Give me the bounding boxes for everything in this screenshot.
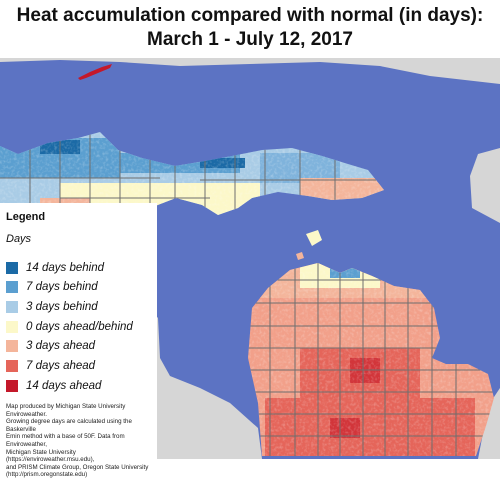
legend-label: 3 days behind	[26, 301, 98, 313]
legend-label: 14 days ahead	[26, 380, 102, 392]
legend-swatch	[6, 321, 18, 333]
beaver-island	[306, 230, 322, 246]
legend-label: 14 days behind	[26, 262, 105, 274]
legend-label: 0 days ahead/behind	[26, 321, 133, 333]
credit-line: and PRISM Climate Group, Oregon State Un…	[6, 463, 149, 471]
legend-subtitle: Days	[6, 233, 32, 245]
map-title: Heat accumulation compared with normal (…	[0, 4, 500, 52]
credit-line: Map produced by Michigan State Universit…	[6, 403, 126, 418]
legend-item-14-behind: 14 days behind	[6, 260, 104, 276]
legend-swatch	[6, 281, 18, 293]
gray-land-east	[470, 148, 500, 223]
legend-panel: Legend Days 14 days behind 7 days behind…	[0, 203, 157, 478]
legend-label: 3 days ahead	[26, 340, 96, 352]
legend-item-7-behind: 7 days behind	[6, 279, 98, 295]
map-title-line2: March 1 - July 12, 2017	[147, 29, 353, 50]
gray-land-north	[0, 58, 500, 84]
legend-item-14-ahead: 14 days ahead	[6, 378, 101, 394]
upper-county-lines	[0, 133, 380, 233]
credit-line: Emin method with a base of 50F. Data fro…	[6, 433, 125, 448]
isle-royale	[78, 64, 112, 80]
legend-swatch	[6, 262, 18, 274]
credit-line: (http://prism.oregonstate.edu)	[6, 471, 88, 479]
legend-swatch	[6, 380, 18, 392]
legend-item-7-ahead: 7 days ahead	[6, 358, 95, 374]
credit-line: Michigan State University (https://envir…	[6, 448, 95, 464]
legend-item-0: 0 days ahead/behind	[6, 319, 133, 335]
legend-swatch	[6, 360, 18, 372]
legend-item-3-behind: 3 days behind	[6, 299, 98, 315]
legend-label: 7 days ahead	[26, 360, 96, 372]
manitou-island	[296, 252, 304, 260]
map-title-line1: Heat accumulation compared with normal (…	[16, 5, 484, 26]
legend-swatch	[6, 340, 18, 352]
credit-line: Growing degree days are calculated using…	[6, 418, 132, 433]
legend-swatch	[6, 301, 18, 313]
gray-land-southeast	[478, 388, 500, 459]
map-credit: Map produced by Michigan State Universit…	[6, 403, 158, 479]
legend-item-3-ahead: 3 days ahead	[6, 338, 95, 354]
legend-label: 7 days behind	[26, 281, 98, 293]
legend-title: Legend	[6, 211, 46, 223]
